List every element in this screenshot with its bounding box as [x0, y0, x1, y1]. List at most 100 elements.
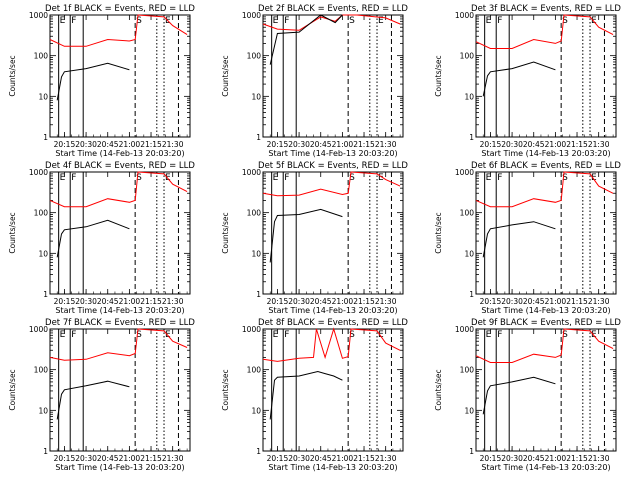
x-tick-label: 20:15 [480, 297, 502, 306]
y-tick-label: 100 [34, 52, 49, 61]
chart-title: Det 1f BLACK = Events, RED = LLD [45, 4, 195, 14]
chart-title: Det 9f BLACK = Events, RED = LLD [471, 318, 621, 328]
x-tick-label: 21:15 [140, 140, 162, 149]
y-axis-label: Counts/sec [434, 369, 443, 410]
event-marker-label: F [71, 330, 76, 340]
x-tick-label: 20:30 [501, 297, 523, 306]
x-tick-label: 20:45 [523, 140, 545, 149]
y-axis-label: Counts/sec [8, 212, 17, 253]
y-tick-label: 10 [464, 406, 474, 415]
x-tick-label: 21:30 [588, 454, 610, 463]
x-axis-label: Start Time (14-Feb-13 20:03:20) [55, 149, 184, 158]
x-tick-label: 20:30 [501, 454, 523, 463]
event-marker-label: E [273, 173, 279, 183]
events-series-line [56, 380, 130, 420]
x-tick-label: 21:30 [162, 454, 184, 463]
chart-title: Det 4f BLACK = Events, RED = LLD [45, 161, 195, 171]
lld-series-line [475, 328, 614, 363]
y-tick-label: 10 [38, 406, 48, 415]
x-tick-label: 21:00 [545, 297, 567, 306]
x-tick-label: 20:30 [288, 454, 310, 463]
x-tick-label: 21:00 [119, 454, 141, 463]
event-marker-label: F [71, 16, 76, 26]
y-tick-label: 1 [43, 133, 48, 142]
lld-series-line [49, 171, 188, 208]
event-marker-label: F [284, 330, 289, 340]
event-marker-label: E [273, 330, 279, 340]
x-tick-label: 20:30 [75, 140, 97, 149]
y-tick-label: 100 [247, 209, 262, 218]
x-tick-label: 21:15 [566, 297, 588, 306]
chart-title: Det 6f BLACK = Events, RED = LLD [471, 161, 621, 171]
event-marker-label: S [562, 330, 568, 340]
chart-panel: Det 9f BLACK = Events, RED = LLD 1 10 100 10… [434, 318, 621, 472]
chart-panel: Det 8f BLACK = Events, RED = LLD 1 10 100 10… [221, 318, 408, 472]
x-tick-label: 21:00 [119, 297, 141, 306]
x-tick-label: 21:30 [162, 297, 184, 306]
x-axis-label: Start Time (14-Feb-13 20:03:20) [268, 306, 397, 315]
x-tick-label: 20:15 [267, 297, 289, 306]
event-marker-label: F [497, 330, 502, 340]
x-tick-label: 21:15 [140, 454, 162, 463]
y-tick-label: 10 [464, 249, 474, 258]
y-tick-label: 1 [469, 133, 474, 142]
x-axis-label: Start Time (14-Feb-13 20:03:20) [481, 463, 610, 472]
x-tick-label: 20:30 [75, 297, 97, 306]
event-marker-label: F [284, 173, 289, 183]
event-marker-label: F [71, 173, 76, 183]
event-marker-label: E [486, 330, 492, 340]
plot-frame [262, 328, 404, 452]
x-tick-label: 21:00 [332, 454, 354, 463]
event-marker-label: S [349, 330, 355, 340]
y-tick-label: 1000 [29, 168, 48, 177]
x-tick-label: 20:15 [480, 454, 502, 463]
y-tick-label: 1000 [455, 325, 474, 334]
events-series-line [269, 208, 343, 263]
y-tick-label: 10 [38, 92, 48, 101]
event-marker-label: F [284, 16, 289, 26]
event-marker-label: S [136, 16, 142, 26]
chart-panel: Det 2f BLACK = Events, RED = LLD 1 10 100 10… [221, 4, 408, 158]
y-tick-label: 1000 [29, 325, 48, 334]
x-tick-label: 21:15 [353, 454, 375, 463]
x-tick-label: 21:00 [545, 454, 567, 463]
event-marker-label: E [591, 173, 597, 183]
x-tick-label: 20:45 [97, 297, 119, 306]
x-axis-label: Start Time (14-Feb-13 20:03:20) [268, 463, 397, 472]
plot-frame [49, 328, 191, 452]
x-tick-label: 20:30 [288, 140, 310, 149]
events-series-line [482, 61, 556, 97]
chart-panel: Det 1f BLACK = Events, RED = LLD 1 10 100 10… [8, 4, 195, 158]
x-tick-label: 21:15 [140, 297, 162, 306]
chart-panel: Det 3f BLACK = Events, RED = LLD 1 10 100 10… [434, 4, 621, 158]
event-marker-label: F [497, 16, 502, 26]
x-axis-label: Start Time (14-Feb-13 20:03:20) [55, 463, 184, 472]
event-marker-label: S [136, 330, 142, 340]
lld-series-line [262, 171, 401, 197]
x-tick-label: 21:30 [588, 297, 610, 306]
plot-frame [262, 14, 404, 138]
events-series-line [482, 376, 556, 415]
x-axis-label: Start Time (14-Feb-13 20:03:20) [481, 306, 610, 315]
y-tick-label: 1 [256, 133, 261, 142]
x-tick-label: 20:30 [75, 454, 97, 463]
y-tick-label: 10 [251, 92, 261, 101]
x-tick-label: 20:15 [54, 140, 76, 149]
y-tick-label: 1000 [242, 11, 261, 20]
x-tick-label: 21:30 [375, 297, 397, 306]
x-tick-label: 21:30 [375, 454, 397, 463]
x-tick-label: 21:00 [332, 140, 354, 149]
x-tick-label: 20:15 [267, 140, 289, 149]
lld-series-line [49, 328, 188, 361]
chart-panel: Det 4f BLACK = Events, RED = LLD 1 10 100 10… [8, 161, 195, 315]
y-tick-label: 1 [469, 447, 474, 456]
chart-title: Det 3f BLACK = Events, RED = LLD [471, 4, 621, 14]
y-axis-label: Counts/sec [8, 55, 17, 96]
event-marker-label: E [273, 16, 279, 26]
y-tick-label: 100 [247, 366, 262, 375]
events-series-line [269, 370, 343, 420]
event-marker-label: E [486, 173, 492, 183]
chart-panel: Det 7f BLACK = Events, RED = LLD 1 10 100 10… [8, 318, 195, 472]
x-tick-label: 21:00 [119, 140, 141, 149]
